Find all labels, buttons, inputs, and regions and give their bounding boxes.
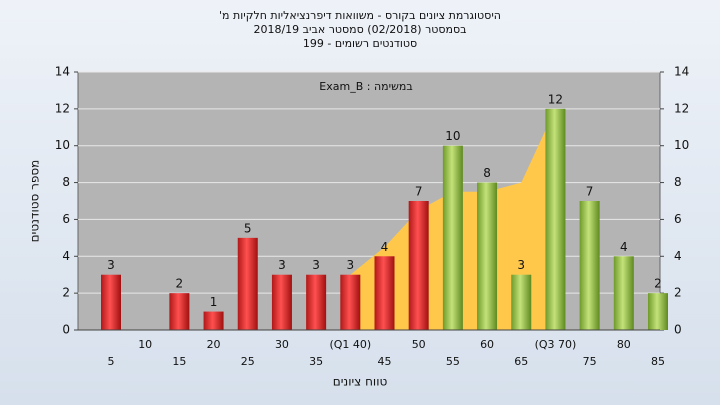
- x-tick-label: 50: [412, 338, 426, 351]
- x-axis-label: טווח ציונים: [333, 375, 388, 389]
- x-tick-label: 20: [207, 338, 221, 351]
- bar: [271, 274, 292, 330]
- y2-tick-label: 2: [674, 286, 682, 300]
- y2-tick-label: 6: [674, 212, 682, 226]
- bar: [306, 274, 327, 330]
- title-line: בסמסטר (02/2018) סמסטר אביב 2018/19: [253, 23, 466, 36]
- y2-tick-label: 14: [674, 65, 689, 79]
- value-label: 10: [445, 129, 460, 143]
- y-tick-label: 0: [62, 323, 70, 337]
- value-label: 2: [176, 277, 184, 291]
- bar: [374, 256, 395, 330]
- bar: [340, 274, 361, 330]
- x-tick-label: 25: [241, 355, 255, 368]
- value-label: 8: [483, 166, 491, 180]
- title-line: סטודנטים רשומים - 199: [303, 37, 417, 50]
- value-label: 3: [517, 258, 525, 272]
- y2-tick-label: 12: [674, 101, 689, 115]
- bar: [545, 108, 566, 330]
- y-axis-label: מספר סטודנטים: [28, 160, 42, 243]
- x-tick-label: 75: [583, 355, 597, 368]
- value-label: 2: [654, 277, 662, 291]
- x-tick-label: 15: [172, 355, 186, 368]
- x-tick-label: 55: [446, 355, 460, 368]
- value-label: 1: [210, 295, 218, 309]
- bar: [613, 256, 634, 330]
- bar: [511, 274, 532, 330]
- y-tick-label: 12: [55, 101, 70, 115]
- x-tick-label: 85: [651, 355, 665, 368]
- x-tick-label: 80: [617, 338, 631, 351]
- annotation: במשימה : Exam_B: [319, 80, 412, 93]
- bar: [442, 145, 463, 330]
- x-tick-label: 5: [108, 355, 115, 368]
- title-line: היסטוגרמת ציונים בקורס - משוואות דיפרנצי…: [219, 9, 501, 22]
- y-tick-label: 8: [62, 175, 70, 189]
- bar: [203, 311, 224, 330]
- value-label: 12: [548, 92, 563, 106]
- bar: [477, 182, 498, 330]
- bar: [101, 274, 121, 330]
- y2-tick-label: 4: [674, 249, 682, 263]
- x-tick-label: 10: [138, 338, 152, 351]
- x-tick-label: 45: [378, 355, 392, 368]
- value-label: 4: [620, 240, 628, 254]
- y-tick-label: 6: [62, 212, 70, 226]
- x-tick-label: (Q1 40): [329, 338, 371, 351]
- x-tick-label: (Q3 70): [535, 338, 577, 351]
- x-tick-label: 60: [480, 338, 494, 351]
- value-label: 3: [107, 258, 115, 272]
- y2-tick-label: 8: [674, 175, 682, 189]
- x-tick-label: 35: [309, 355, 323, 368]
- value-label: 3: [346, 258, 354, 272]
- y-tick-label: 14: [55, 65, 70, 79]
- bar: [169, 293, 190, 330]
- bar: [579, 201, 600, 330]
- bar: [408, 201, 429, 330]
- bar: [237, 237, 258, 330]
- value-label: 7: [415, 185, 423, 199]
- y-tick-label: 10: [55, 138, 70, 152]
- y2-tick-label: 0: [674, 323, 682, 337]
- y-tick-label: 4: [62, 249, 70, 263]
- bar: [648, 293, 668, 330]
- value-label: 7: [586, 185, 594, 199]
- value-label: 4: [381, 240, 389, 254]
- x-tick-label: 30: [275, 338, 289, 351]
- value-label: 5: [244, 221, 252, 235]
- y2-tick-label: 10: [674, 138, 689, 152]
- value-label: 3: [312, 258, 320, 272]
- y-tick-label: 2: [62, 286, 70, 300]
- value-label: 3: [278, 258, 286, 272]
- x-tick-label: 65: [514, 355, 528, 368]
